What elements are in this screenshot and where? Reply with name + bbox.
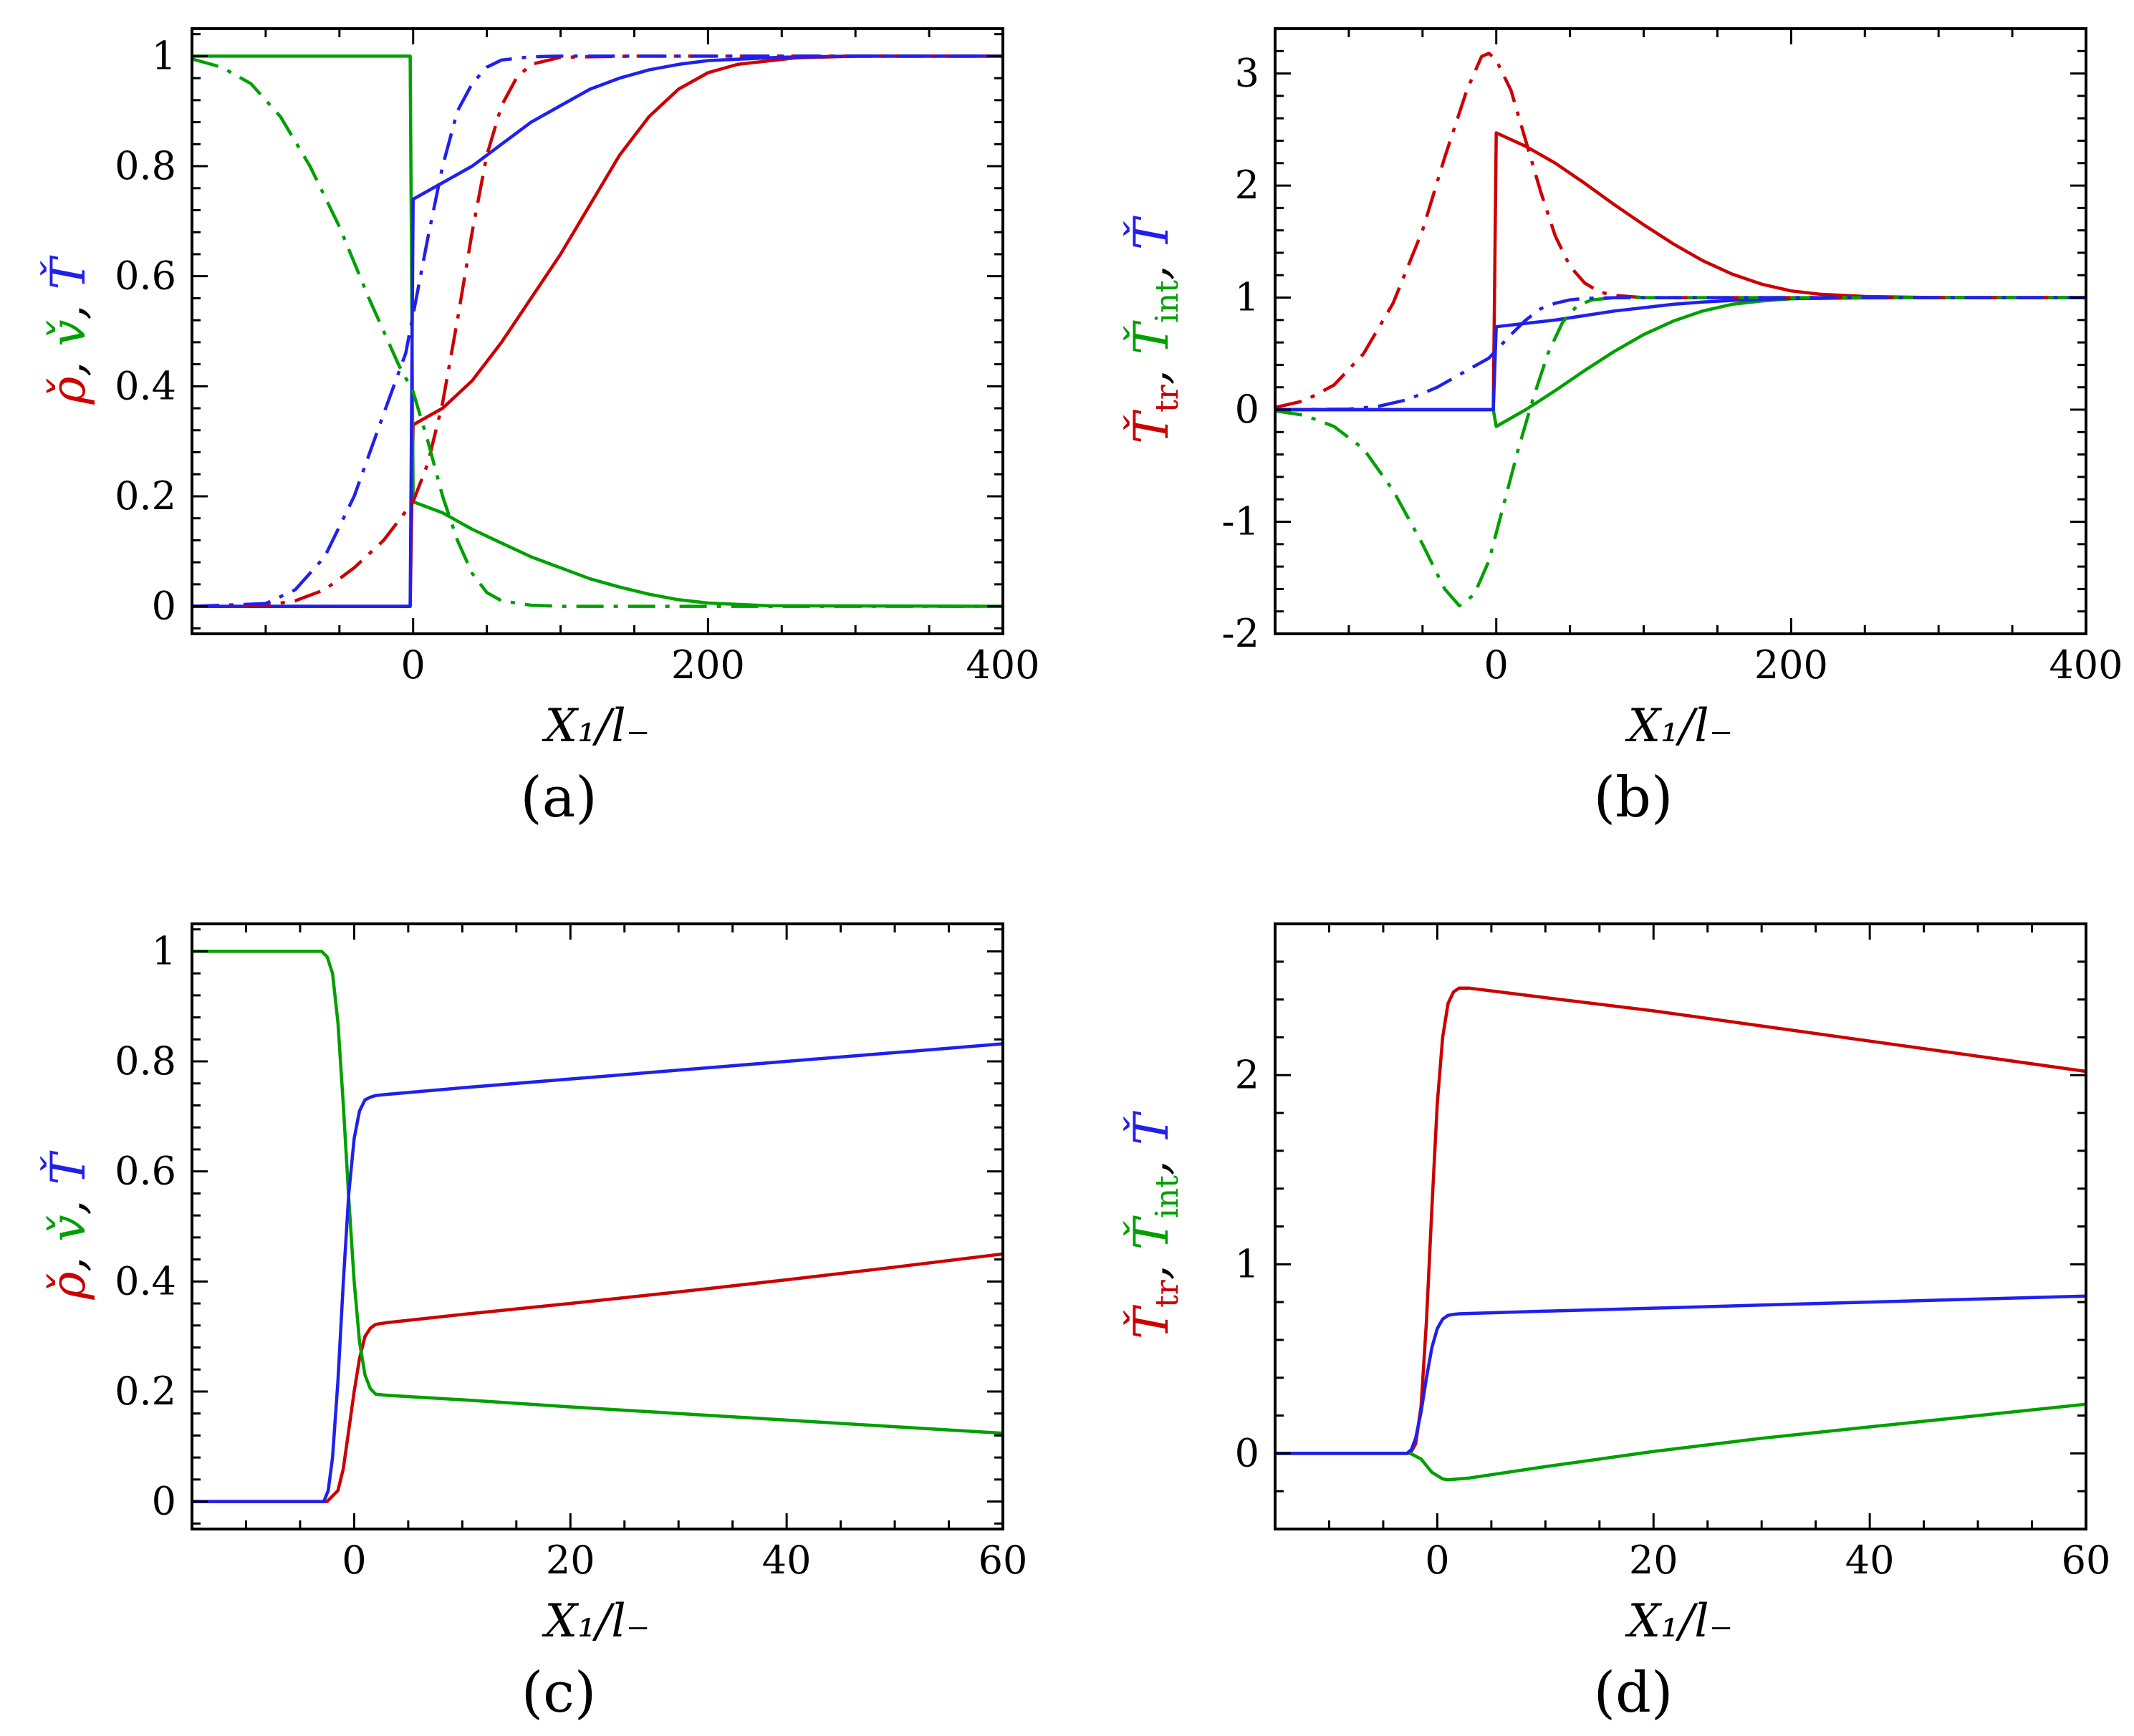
y-label-part: v̌	[41, 1215, 96, 1241]
series-group	[192, 950, 1003, 1503]
series-line-b-0	[1275, 131, 2086, 412]
plot-frame	[191, 922, 1004, 1530]
y-label-part: Ť	[41, 1149, 96, 1185]
series-line-c-2	[192, 1042, 1003, 1503]
y-tick-label: 0	[1235, 1430, 1259, 1475]
y-label-subscript: int	[1149, 280, 1186, 323]
y-label-part: Ť	[1124, 409, 1179, 444]
x-axis-label: X₁/l₋	[1624, 1595, 1733, 1648]
series-line-b-3	[1275, 52, 2086, 410]
x-tick-label: 0	[342, 1538, 366, 1583]
y-label-subscript: tr	[1149, 384, 1186, 413]
series-line-d-2	[1275, 1294, 2086, 1455]
panel-caption: (b)	[1594, 766, 1673, 830]
series-line-b-4	[1275, 296, 2086, 608]
y-tick-label: 1	[1235, 275, 1259, 320]
series-line-b-1	[1275, 296, 2086, 428]
y-label-part: v̌	[41, 319, 96, 346]
y-label-part: Ť	[1124, 1304, 1179, 1339]
y-tick-label: -2	[1221, 611, 1259, 656]
y-axis-label: Ťtr, Ťint, Ť	[1124, 1110, 1186, 1339]
series-line-c-0	[192, 1252, 1003, 1503]
series-line-d-0	[1275, 986, 2086, 1455]
series-line-c-1	[192, 950, 1003, 1435]
y-tick-label: 0.6	[115, 254, 176, 299]
y-label-part: Ť	[1124, 1215, 1179, 1250]
series-line-a-1	[192, 54, 1003, 608]
x-tick-label: 400	[966, 642, 1039, 688]
x-tick-label: 200	[671, 642, 745, 688]
panel-a: 0 200 400 0 0.2 0.4 0.6 0.8 1 X₁/l₋ ρ̌, v̌, Ť (a)	[41, 27, 1040, 830]
series-line-a-4	[192, 57, 1003, 608]
x-tick-label: 400	[2049, 642, 2123, 688]
x-axis-label: X₁/l₋	[1624, 700, 1733, 753]
y-axis-label: ρ̌, v̌, Ť	[41, 1149, 96, 1300]
panel-caption: (c)	[522, 1661, 597, 1725]
x-tick-label: 0	[1484, 642, 1509, 688]
panel-c: 0 20 40 60 0 0.2 0.4 0.6 0.8 1 X₁/l₋ ρ̌, v̌, Ť (c)	[41, 922, 1028, 1725]
y-tick-label: 0.2	[115, 1369, 176, 1414]
plot-frame	[1274, 27, 2087, 635]
y-tick-label: 0.4	[115, 1258, 176, 1303]
y-tick-label: 0	[1235, 387, 1259, 432]
y-tick-label: 1	[152, 928, 176, 973]
panel-b: 0 200 400 -2 -1 0 1 2 3 X₁/l₋ Ťtr, Ťint, Ť (b)	[1124, 27, 2123, 830]
y-label-part: ρ̌	[41, 1272, 96, 1301]
x-axis-label: X₁/l₋	[541, 700, 650, 753]
y-label-part: Ť	[41, 254, 96, 289]
panel-d: 0 20 40 60 0 1 2 X₁/l₋ Ťtr, Ťint, Ť (d)	[1124, 922, 2111, 1725]
x-tick-label: 40	[1845, 1538, 1895, 1583]
x-tick-label: 0	[1425, 1538, 1449, 1583]
panel-caption: (d)	[1594, 1661, 1673, 1725]
series-line-a-5	[192, 54, 1003, 608]
y-tick-label: 0.8	[115, 1038, 176, 1084]
series-group	[1275, 52, 2086, 608]
y-label-part: Ť	[1124, 1110, 1179, 1145]
y-label-part: Ť	[1124, 215, 1179, 250]
series-group	[192, 54, 1003, 608]
y-label-part: ρ̌	[41, 377, 96, 405]
y-label-subscript: int	[1149, 1175, 1186, 1218]
y-tick-label: 2	[1235, 1052, 1259, 1097]
series-group	[1275, 986, 2086, 1482]
y-axis-label: ρ̌, v̌, Ť	[41, 254, 96, 405]
y-tick-label: 1	[152, 33, 176, 78]
y-tick-label: 0.4	[115, 363, 176, 408]
x-tick-label: 200	[1754, 642, 1828, 688]
x-tick-label: 20	[546, 1538, 595, 1583]
y-tick-label: 0	[152, 584, 176, 629]
x-tick-label: 20	[1629, 1538, 1678, 1583]
panel-caption: (a)	[520, 766, 597, 830]
y-tick-label: -1	[1221, 499, 1259, 544]
x-tick-label: 40	[762, 1538, 812, 1583]
y-tick-label: 0.6	[115, 1149, 176, 1194]
y-tick-label: 3	[1235, 51, 1259, 96]
series-line-b-2	[1275, 296, 2086, 412]
series-line-a-0	[192, 54, 1003, 608]
x-axis-label: X₁/l₋	[541, 1595, 650, 1648]
plot-frame	[191, 27, 1004, 635]
x-tick-label: 60	[2062, 1538, 2111, 1583]
x-tick-label: 60	[979, 1538, 1028, 1583]
y-tick-label: 0.8	[115, 143, 176, 188]
y-axis-label: Ťtr, Ťint, Ť	[1124, 215, 1186, 444]
y-tick-label: 1	[1235, 1241, 1259, 1286]
y-tick-label: 0.2	[115, 473, 176, 519]
series-line-a-2	[192, 54, 1003, 608]
series-line-d-1	[1275, 1402, 2086, 1482]
y-label-part: Ť	[1124, 319, 1179, 355]
series-line-a-3	[192, 54, 1003, 608]
x-tick-label: 0	[401, 642, 426, 688]
y-label-subscript: tr	[1149, 1279, 1186, 1308]
y-tick-label: 0	[152, 1479, 176, 1524]
series-line-b-5	[1275, 296, 2086, 412]
y-tick-label: 2	[1235, 163, 1259, 208]
